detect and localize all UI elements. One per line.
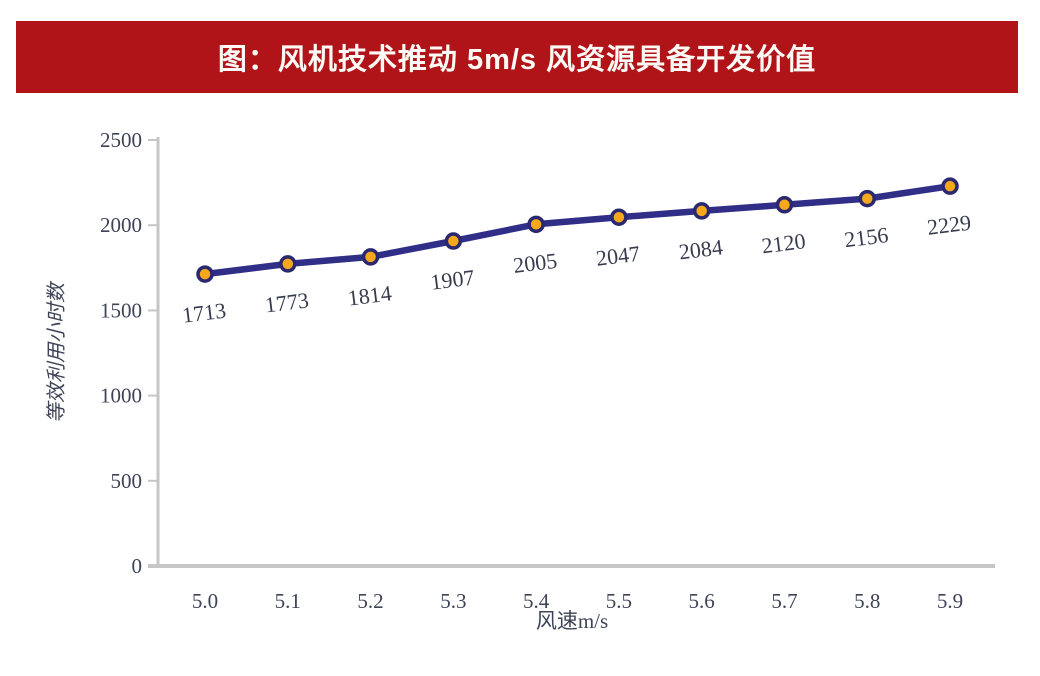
x-axis-tick-label: 5.4 <box>523 589 550 613</box>
x-axis-tick-label: 5.0 <box>192 589 218 613</box>
chart-title: 图：风机技术推动 5m/s 风资源具备开发价值 <box>217 44 817 76</box>
y-axis-title: 等效利用小时数 <box>46 280 68 423</box>
y-axis-tick-label: 0 <box>132 554 143 578</box>
data-point-label: 2120 <box>760 228 807 258</box>
data-point-label: 1773 <box>264 287 311 317</box>
y-axis-tick-label: 2000 <box>100 213 142 237</box>
data-point-marker <box>775 196 794 214</box>
data-point-marker <box>692 202 711 220</box>
data-point-label: 2084 <box>677 234 724 264</box>
x-axis-tick-label: 5.9 <box>937 589 963 613</box>
data-point-marker <box>527 215 545 234</box>
x-axis-tick-label: 5.6 <box>689 589 715 613</box>
data-point-marker <box>610 208 628 226</box>
x-axis-tick-label: 5.3 <box>440 589 466 613</box>
data-point-label: 2047 <box>595 241 642 271</box>
data-point-label: 1713 <box>181 298 228 328</box>
data-point-label: 2229 <box>926 210 973 240</box>
data-point-marker <box>858 189 876 208</box>
y-axis-tick-label: 1000 <box>100 384 142 408</box>
x-axis-tick-label: 5.8 <box>854 589 880 613</box>
data-point-label: 1907 <box>429 265 476 295</box>
x-axis-tick-label: 5.2 <box>357 589 383 613</box>
data-point-marker <box>196 265 214 283</box>
x-axis-tick-label: 5.1 <box>275 589 301 613</box>
x-axis-title: 风速m/s <box>536 609 608 633</box>
data-point-marker <box>361 248 380 266</box>
y-axis-tick-label: 500 <box>111 469 143 493</box>
x-axis-tick-label: 5.7 <box>771 589 797 613</box>
chart-title-banner: 图：风机技术推动 5m/s 风资源具备开发价值 <box>16 21 1018 93</box>
x-axis-tick-label: 5.5 <box>606 589 632 613</box>
data-point-label: 1814 <box>346 280 393 310</box>
series-line <box>201 182 954 278</box>
y-axis-tick-label: 1500 <box>100 298 142 322</box>
data-point-marker <box>444 232 463 250</box>
data-point-marker <box>279 255 297 273</box>
y-axis-tick-label: 2500 <box>100 128 142 152</box>
data-point-label: 2005 <box>512 248 559 278</box>
data-point-marker <box>941 177 959 195</box>
data-point-label: 2156 <box>843 222 890 252</box>
